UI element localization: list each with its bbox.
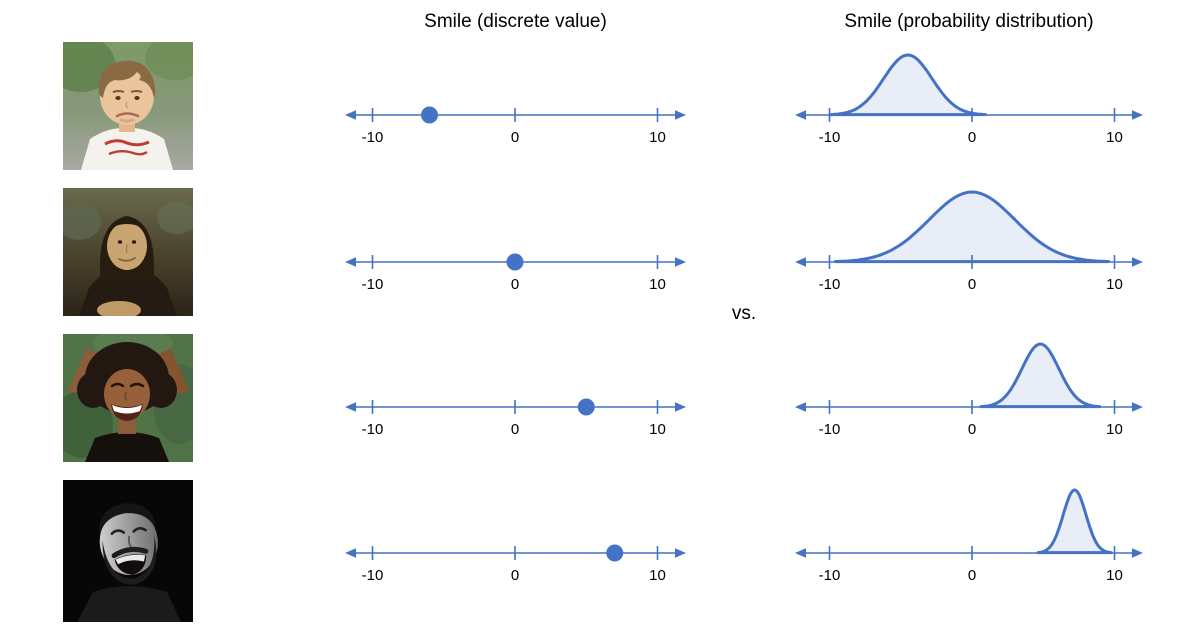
discrete-number-line: -10 0 10 [345,106,686,146]
right-arrow-icon [675,402,686,412]
distribution-chart: -10 0 10 [795,53,1143,146]
left-arrow-icon [345,257,356,267]
right-arrow-icon [1132,257,1143,267]
right-arrow-icon [675,257,686,267]
left-arrow-icon [795,402,806,412]
tick-label: -10 [362,421,384,438]
tick-label: 0 [511,567,519,584]
tick-label: -10 [362,276,384,293]
smiling-child-photo [63,334,193,462]
tick-label: 10 [649,421,666,438]
distribution-column-header: Smile (probability distribution) [844,11,1094,32]
tick-label: 0 [511,421,519,438]
laughing-man-photo-illustration [63,480,193,622]
distribution-chart: -10 0 10 [795,342,1143,438]
discrete-column-header: Smile (discrete value) [424,11,607,32]
tick-label: 10 [649,567,666,584]
tick-label: 0 [968,421,976,438]
tick-label: 0 [968,567,976,584]
tick-label: 0 [968,129,976,146]
gaussian-curve [828,53,987,117]
right-arrow-icon [675,548,686,558]
discrete-value-dot [606,544,624,562]
frowning-boy-photo [63,42,193,170]
gaussian-curve [1036,488,1113,555]
right-arrow-icon [675,110,686,120]
discrete-number-line: -10 0 10 [345,253,686,293]
discrete-value-dot [421,106,438,124]
tick-label: -10 [819,567,841,584]
discrete-value-dot [577,398,595,416]
left-arrow-icon [345,548,356,558]
discrete-value-dot [506,253,524,271]
distribution-chart: -10 0 10 [795,488,1143,584]
tick-label: -10 [362,129,384,146]
mona-lisa-photo-illustration [63,188,193,316]
distribution-chart: -10 0 10 [795,190,1143,293]
versus-label: vs. [731,303,757,324]
frowning-boy-photo-illustration [63,42,193,170]
left-arrow-icon [795,257,806,267]
tick-label: -10 [819,276,841,293]
smiling-child-photo-illustration [63,334,193,462]
tick-label: 10 [1106,276,1123,293]
left-arrow-icon [345,402,356,412]
tick-label: -10 [819,129,841,146]
gaussian-curve [833,190,1111,264]
tick-label: 10 [1106,129,1123,146]
tick-label: 10 [649,129,666,146]
left-arrow-icon [345,110,356,120]
right-arrow-icon [1132,110,1143,120]
right-arrow-icon [1132,548,1143,558]
tick-label: 0 [968,276,976,293]
left-arrow-icon [795,110,806,120]
discrete-number-line: -10 0 10 [345,398,686,438]
gaussian-curve [979,342,1102,409]
right-arrow-icon [1132,402,1143,412]
tick-label: -10 [362,567,384,584]
left-arrow-icon [795,548,806,558]
tick-label: 0 [511,129,519,146]
discrete-number-line: -10 0 10 [345,544,686,584]
tick-label: 10 [1106,421,1123,438]
tick-label: 10 [1106,567,1123,584]
tick-label: -10 [819,421,841,438]
tick-label: 0 [511,276,519,293]
mona-lisa-photo [63,188,193,316]
laughing-man-photo [63,480,193,622]
tick-label: 10 [649,276,666,293]
